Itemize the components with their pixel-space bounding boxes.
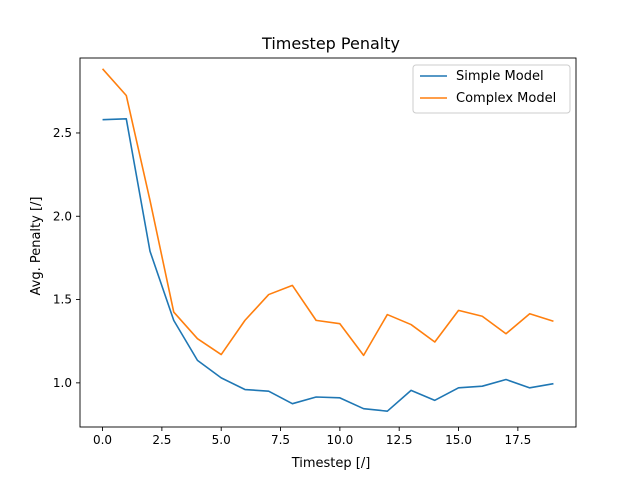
x-tick-label: 5.0 (212, 433, 231, 447)
x-tick-label: 10.0 (327, 433, 354, 447)
x-tick-label: 12.5 (386, 433, 413, 447)
y-axis-label: Avg. Penalty [/] (29, 197, 44, 296)
axes-frame (79, 57, 577, 428)
x-tick-label: 17.5 (504, 433, 531, 447)
legend: Simple Model Complex Model (412, 64, 571, 114)
x-tick-label: 0.0 (93, 433, 112, 447)
x-axis-label: Timestep [/] (291, 456, 371, 471)
legend-box (412, 64, 571, 114)
chart-title: Timestep Penalty (261, 34, 400, 53)
series-line-1 (102, 118, 554, 412)
y-tick-label: 1.5 (53, 293, 72, 307)
x-tick-label: 2.5 (152, 433, 171, 447)
x-tick-label: 15.0 (445, 433, 472, 447)
y-tick-label: 1.0 (53, 376, 72, 390)
plot-area: 0.0 2.5 5.0 7.5 10.0 12.5 15.0 17.5 1.0 1.5 2.0 2.5 (53, 57, 577, 447)
series-line-2 (101, 68, 554, 357)
x-tick-label: 7.5 (271, 433, 290, 447)
legend-label-2: Complex Model (456, 91, 556, 106)
y-tick-label: 2.0 (53, 209, 72, 223)
legend-label-1: Simple Model (456, 69, 544, 84)
y-tick-label: 2.5 (53, 126, 72, 140)
